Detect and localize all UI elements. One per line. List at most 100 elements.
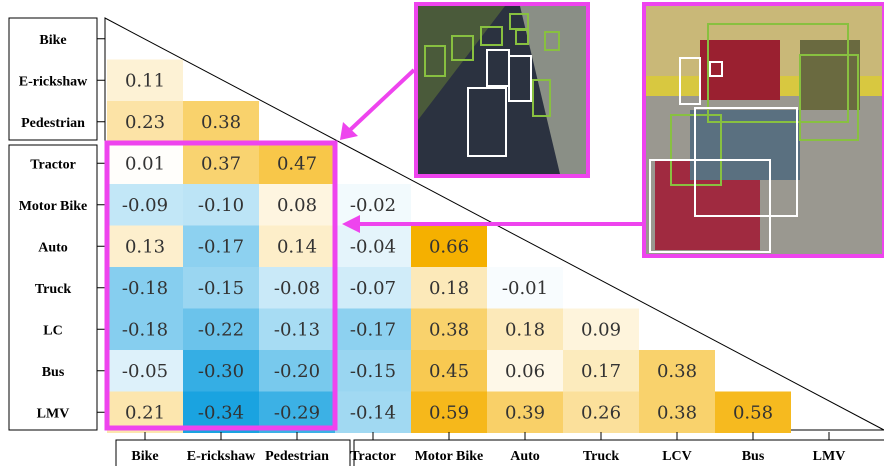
column-labels: Bike E-rickshaw Pedestrian Tractor Motor Bik… — [131, 432, 845, 464]
heatmap-cell — [639, 391, 715, 433]
heatmap-cell — [487, 308, 563, 350]
cell-value-label: -0.05 — [122, 361, 168, 382]
heatmap-cell — [183, 308, 259, 350]
cell-value-label: -0.14 — [350, 402, 396, 423]
cell-value-label: -0.18 — [122, 278, 168, 299]
heatmap-cell — [335, 350, 411, 392]
cell-value-label: -0.17 — [350, 319, 396, 340]
cell-value-label: 0.26 — [581, 402, 621, 423]
row-label-box-top — [8, 17, 98, 141]
heatmap-cell — [183, 267, 259, 309]
cell-value-label: 0.01 — [125, 153, 165, 174]
cell-value-label: -0.22 — [198, 319, 244, 340]
cell-value-label: -0.20 — [274, 361, 320, 382]
heatmap-cell — [335, 391, 411, 433]
heatmap-cell — [183, 184, 259, 226]
column-tick-label: Auto — [510, 449, 540, 464]
cell-value-label: 0.08 — [277, 195, 317, 216]
heatmap-cell — [563, 350, 639, 392]
cell-value-label: -0.01 — [502, 278, 548, 299]
heatmap-cell — [259, 350, 335, 392]
heatmap-cell — [411, 225, 487, 267]
row-tick-label: Truck — [35, 282, 72, 297]
heatmap-cell — [107, 142, 183, 184]
cell-value-label: 0.38 — [657, 402, 697, 423]
column-tick-label: Pedestrian — [265, 449, 329, 464]
column-tick-label: Tractor — [350, 449, 396, 464]
heatmap-cell — [487, 391, 563, 433]
heatmap-cell — [715, 391, 791, 433]
heatmap-cell — [563, 391, 639, 433]
row-tick-label: Motor Bike — [19, 199, 88, 214]
cell-value-label: 0.09 — [581, 319, 621, 340]
heatmap-cell — [411, 391, 487, 433]
heatmap-cell — [487, 350, 563, 392]
cell-value-label: 0.58 — [733, 402, 773, 423]
cell-value-label: 0.38 — [201, 112, 241, 133]
cell-value-label: 0.11 — [125, 70, 165, 91]
col-label-bracket-left — [115, 439, 351, 466]
heatmap-cell — [259, 142, 335, 184]
cell-value-label: -0.18 — [122, 319, 168, 340]
column-tick-label: LMV — [813, 449, 846, 464]
heatmap-cell — [563, 308, 639, 350]
cell-value-label: -0.02 — [350, 195, 396, 216]
cell-value-label: 0.66 — [429, 236, 469, 257]
cell-value-label: 0.38 — [657, 361, 697, 382]
cell-value-label: -0.04 — [350, 236, 396, 257]
row-tick-label: Tractor — [30, 157, 76, 172]
row-tick-label: Pedestrian — [21, 116, 85, 131]
cell-value-label: 0.18 — [429, 278, 469, 299]
cell-value-label: -0.29 — [274, 402, 320, 423]
cell-value-label: -0.15 — [350, 361, 396, 382]
heatmap-cell — [411, 308, 487, 350]
heatmap-cell — [335, 184, 411, 226]
heatmap-cell — [335, 267, 411, 309]
cell-value-label: 0.37 — [201, 153, 241, 174]
column-tick-label: Bike — [131, 449, 158, 464]
cell-value-label: 0.59 — [429, 402, 469, 423]
row-tick-label: E-rickshaw — [19, 74, 88, 89]
cell-value-label: -0.08 — [274, 278, 320, 299]
column-tick-label: LCV — [662, 449, 692, 464]
cell-value-label: -0.30 — [198, 361, 244, 382]
heatmap-cell — [259, 225, 335, 267]
row-tick-label: Bus — [42, 365, 65, 380]
column-tick-label: E-rickshaw — [187, 449, 256, 464]
cell-value-label: 0.18 — [505, 319, 545, 340]
col-label-bracket-right — [353, 439, 884, 466]
column-tick-label: Motor Bike — [415, 449, 484, 464]
cell-value-label: -0.15 — [198, 278, 244, 299]
heatmap-cell — [335, 225, 411, 267]
cell-value-label: -0.09 — [122, 195, 168, 216]
cell-value-label: 0.39 — [505, 402, 545, 423]
cell-value-label: -0.10 — [198, 195, 244, 216]
column-tick-label: Bus — [742, 449, 765, 464]
heatmap-cell — [259, 308, 335, 350]
inset-photo-street — [642, 2, 884, 258]
cell-value-label: 0.17 — [581, 361, 621, 382]
heatmap-cell — [183, 350, 259, 392]
cell-value-label: -0.34 — [198, 402, 244, 423]
heatmap-cell — [183, 101, 259, 143]
column-tick-label: Truck — [583, 449, 620, 464]
cell-value-label: -0.13 — [274, 319, 320, 340]
cell-value-label: -0.17 — [198, 236, 244, 257]
cell-value-label: 0.23 — [125, 112, 165, 133]
heatmap-cell — [639, 350, 715, 392]
pointer-arrows — [340, 68, 643, 233]
heatmap-cell — [183, 142, 259, 184]
row-tick-label: LC — [43, 323, 62, 338]
heatmap-cell — [183, 225, 259, 267]
highlight-box — [104, 140, 338, 431]
heatmap-cells: 0.11 0.23 0.38 0.01 0.37 0.47 -0.09 -0.10 0.08 -0… — [107, 59, 791, 433]
heatmap-cell — [259, 184, 335, 226]
heatmap-cell — [487, 267, 563, 309]
heatmap-cell — [107, 225, 183, 267]
cell-value-label: 0.47 — [277, 153, 317, 174]
heatmap-cell — [335, 308, 411, 350]
row-tick-label: Bike — [39, 33, 66, 48]
cell-value-label: 0.38 — [429, 319, 469, 340]
heatmap-cell — [107, 308, 183, 350]
